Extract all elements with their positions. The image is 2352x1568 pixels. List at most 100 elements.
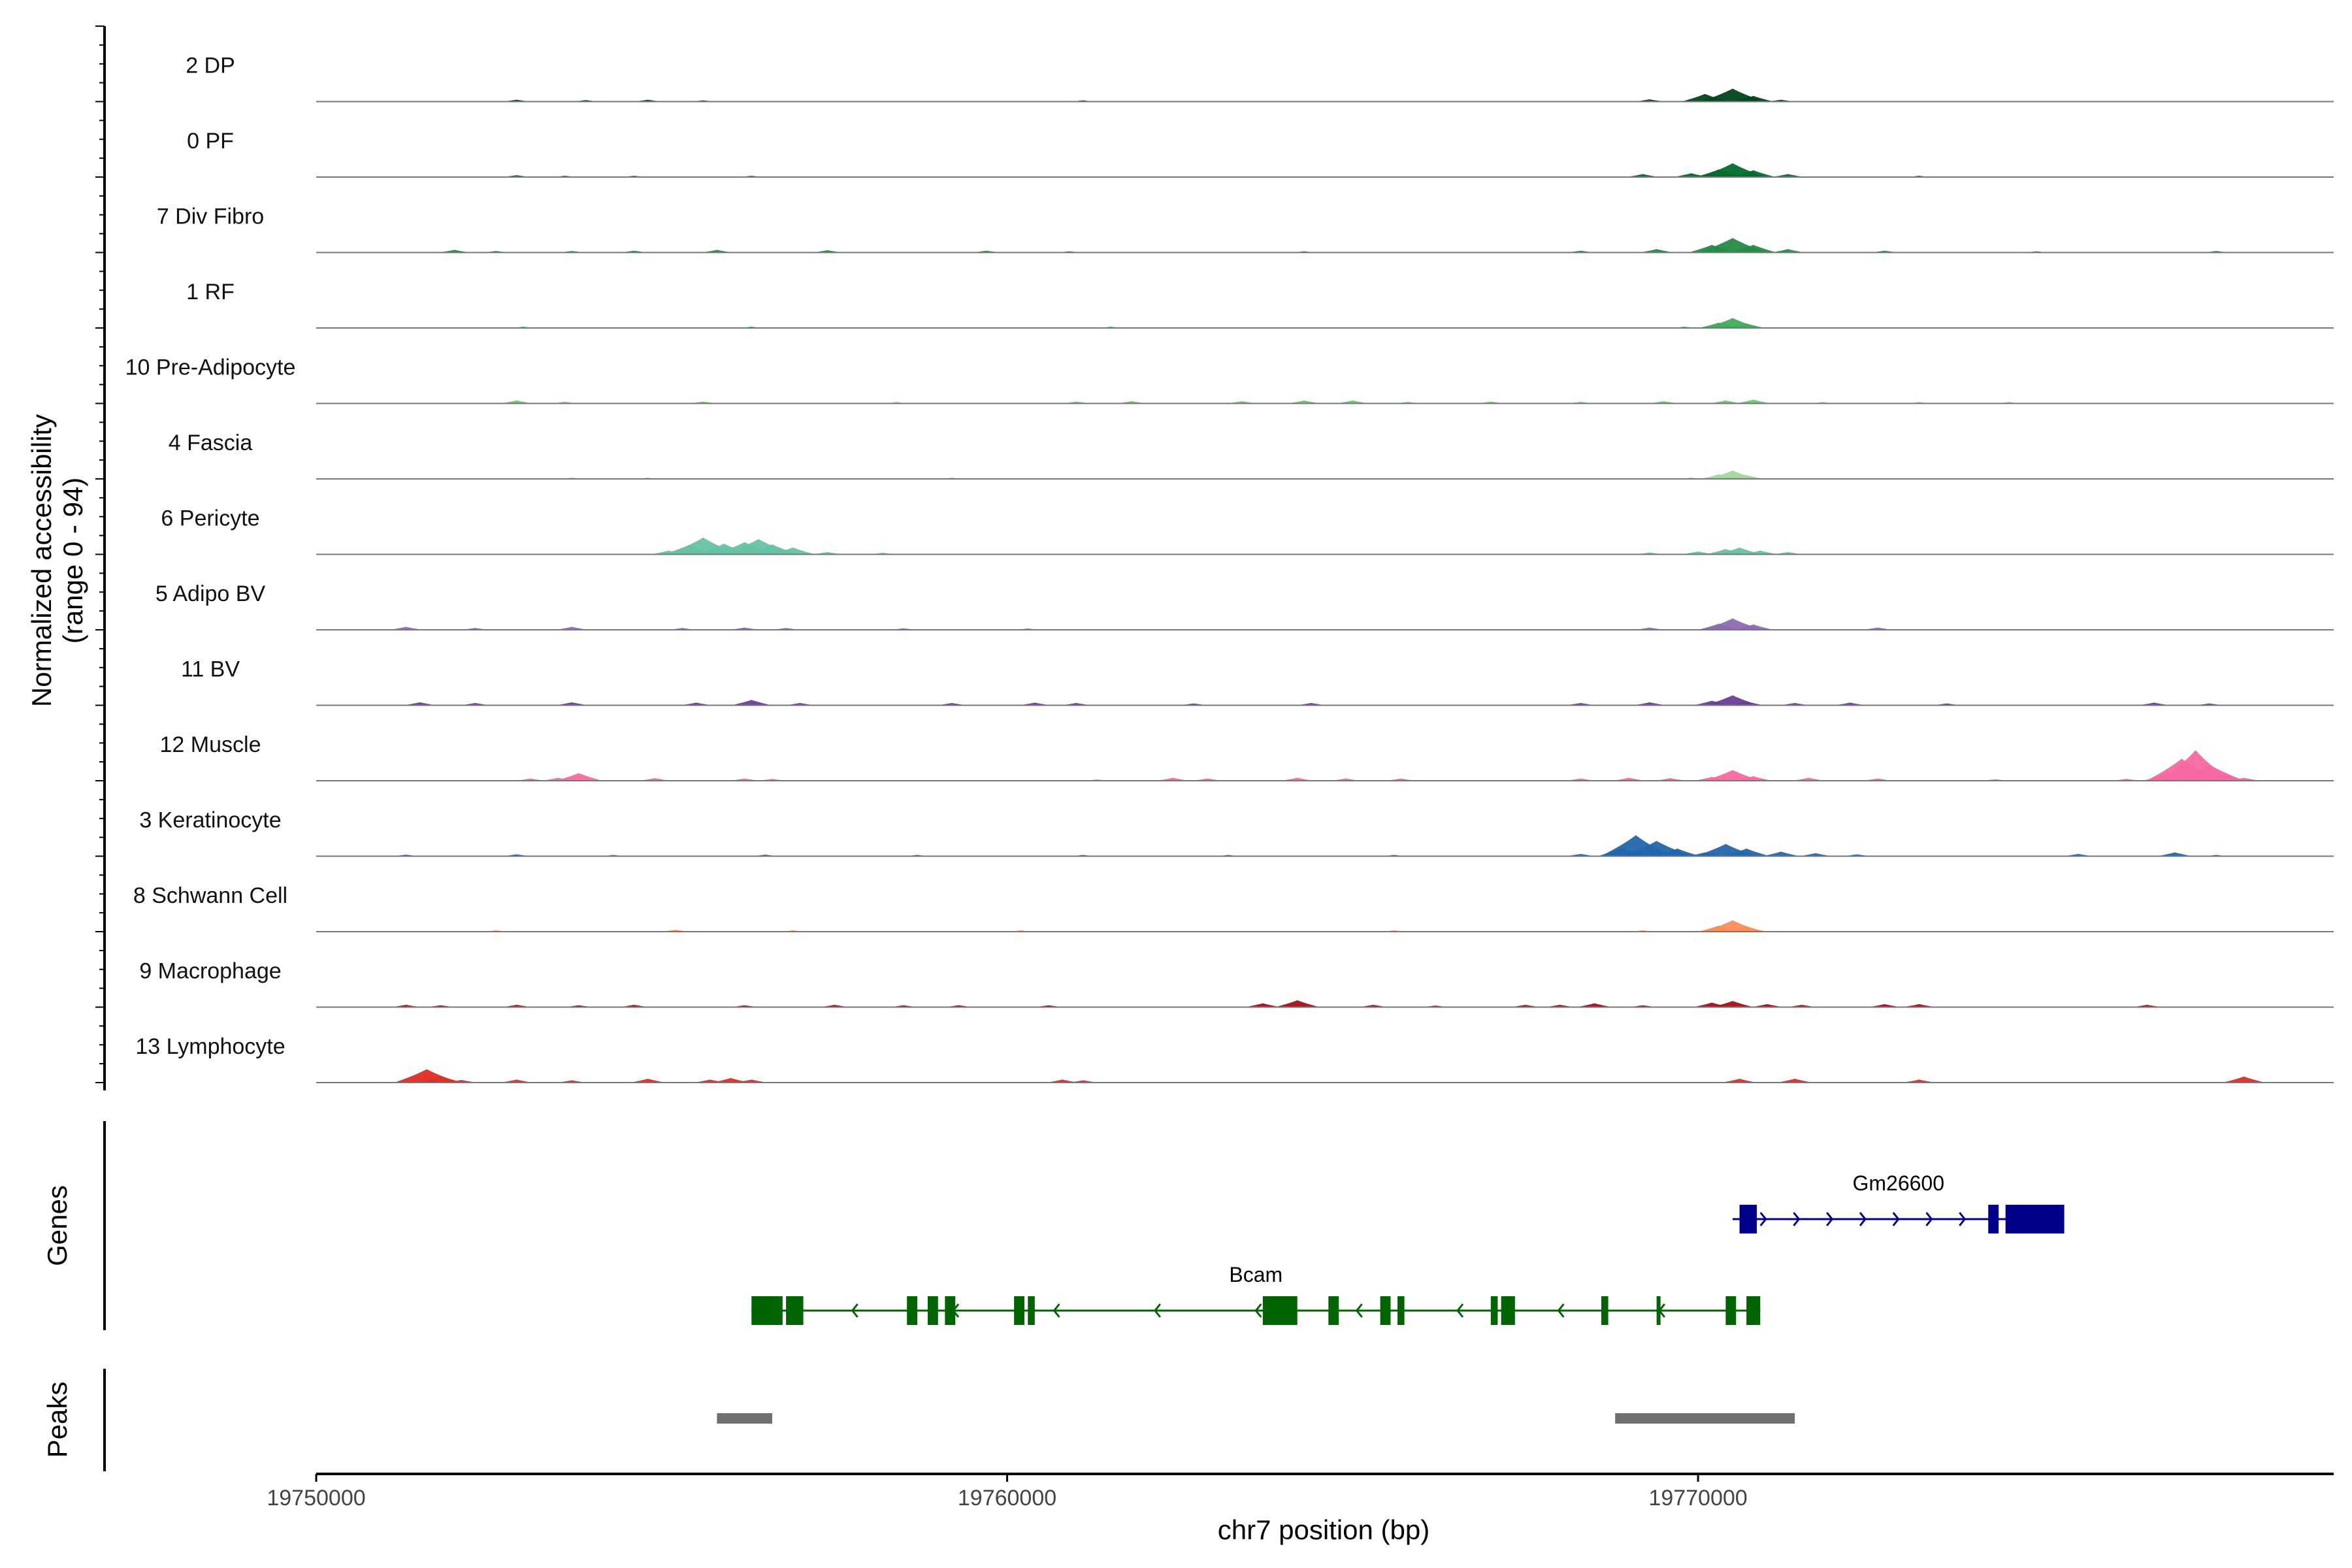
coverage-peak (1834, 702, 1867, 706)
track-11-bv: 11 BV (181, 657, 2334, 706)
strand-arrow (1925, 1212, 1933, 1226)
gene-exon (1262, 1296, 1298, 1325)
track-label: 3 Keratinocyte (139, 808, 281, 833)
strand-arrow (1557, 1303, 1565, 1318)
coverage-peak (1717, 547, 1762, 555)
track-7-div-fibro: 7 Div Fibro (157, 204, 2334, 253)
coverage-peak (1722, 1079, 1757, 1083)
gene-exon (1501, 1296, 1515, 1325)
x-axis: 19750000 19760000 19770000 (267, 1473, 2334, 1511)
track-1-rf: 1 RF (186, 280, 2334, 329)
gene-exon (927, 1296, 938, 1325)
coverage-peak (1727, 323, 1765, 328)
track-10-pre-adipocyte: 10 Pre-Adipocyte (125, 355, 2334, 404)
coverage-peak (1903, 1004, 1936, 1007)
coverage-peak (1288, 400, 1321, 404)
coverage-peak (2223, 1076, 2265, 1083)
x-axis-title: chr7 position (bp) (1218, 1514, 1430, 1545)
track-label: 10 Pre-Adipocyte (125, 355, 296, 380)
gene-exon (1725, 1296, 1737, 1325)
x-tick-label: 19750000 (267, 1486, 365, 1511)
track-label: 9 Macrophage (139, 959, 281, 984)
gene-exon (1397, 1296, 1405, 1325)
coverage-peak (1245, 1003, 1281, 1007)
coverage-peak (555, 702, 589, 706)
gene-exon (1014, 1296, 1024, 1325)
coverage-peak (500, 400, 533, 404)
coverage-peak (1777, 1079, 1813, 1083)
strand-arrow (1959, 1212, 1967, 1226)
peak-region (717, 1413, 772, 1424)
coverage-peak (711, 1077, 750, 1083)
coverage-peak (1799, 853, 1833, 857)
track-6-pericyte: 6 Pericyte (161, 506, 2334, 555)
coverage-peak (1723, 848, 1771, 857)
track-2-dp: 2 DP (186, 54, 2334, 103)
track-label: 2 DP (186, 54, 235, 78)
track-0-pf: 0 PF (187, 129, 2334, 178)
coverage-peak (1729, 244, 1777, 253)
coverage-peak (1750, 1004, 1784, 1007)
strand-arrow (1892, 1212, 1900, 1226)
gene-exon (1028, 1296, 1035, 1325)
gene-gm26600: Gm26600 (1732, 1171, 2065, 1233)
strand-arrow (1793, 1212, 1801, 1226)
coverage-peak (1792, 777, 1825, 781)
coverage-peak (1654, 848, 1701, 857)
coverage-peak (403, 702, 436, 706)
gene-exon (786, 1296, 804, 1325)
gene-label: Bcam (1229, 1263, 1282, 1286)
track-label: 0 PF (187, 129, 234, 154)
strand-arrow (851, 1303, 858, 1318)
coverage-peak (701, 250, 733, 253)
peak-region (1615, 1413, 1795, 1424)
coverage-peak (418, 1075, 463, 1083)
strand-arrow (1355, 1303, 1363, 1318)
coverage-peak (735, 1079, 768, 1083)
gene-exon (2005, 1205, 2065, 1233)
coverage-peak (1734, 776, 1772, 781)
coverage-peak (1726, 926, 1767, 932)
peaks-track-label: Peaks (42, 1382, 73, 1458)
coverage-peak (1281, 777, 1314, 781)
track-label: 12 Muscle (160, 732, 261, 757)
coverage-peak (1045, 1079, 1079, 1083)
strand-arrow (1826, 1212, 1834, 1226)
coverage-peak (2199, 773, 2247, 781)
coverage-peak (438, 250, 470, 253)
track-9-macrophage: 9 Macrophage (139, 959, 2334, 1008)
x-tick-label: 19760000 (958, 1486, 1056, 1511)
coverage-peak (1735, 399, 1771, 404)
track-8-schwann-cell: 8 Schwann Cell (133, 883, 2334, 932)
track-label: 11 BV (181, 657, 240, 682)
strand-arrow (1456, 1303, 1464, 1318)
track-label: 5 Adipo BV (155, 581, 266, 606)
coverage-peak (555, 627, 589, 630)
coverage-peak (500, 1079, 533, 1083)
coverage-peak (1639, 249, 1674, 253)
coverage-peak (1576, 1003, 1612, 1007)
track-5-adipo-bv: 5 Adipo BV (155, 581, 2334, 630)
coverage-peak (630, 1079, 666, 1083)
coverage-peak (1729, 475, 1765, 479)
strand-arrow (1859, 1212, 1867, 1226)
track-4-fascia: 4 Fascia (169, 431, 2334, 480)
track-label: 7 Div Fibro (157, 204, 264, 229)
genes-panel: Genes Gm26600 Bcam (42, 1121, 2065, 1330)
coverage-peak (1156, 777, 1190, 781)
coverage-peak (1612, 777, 1646, 781)
coverage-peak (1868, 1004, 1901, 1007)
coverage-peak (2138, 702, 2170, 706)
gene-exon (1601, 1296, 1609, 1325)
coverage-peak (731, 700, 772, 706)
coverage-peak (1771, 174, 1805, 177)
coverage-peak (1275, 1000, 1320, 1007)
track-label: 13 Lymphocyte (135, 1034, 285, 1059)
gene-exon (1656, 1296, 1661, 1325)
gene-bcam: Bcam (751, 1263, 1761, 1325)
coverage-peak (1681, 551, 1715, 555)
gene-exon (945, 1296, 956, 1325)
y-axis (95, 25, 106, 1090)
y-axis-range-label: (range 0 - 94) (57, 478, 88, 644)
coverage-peak (1336, 400, 1369, 404)
